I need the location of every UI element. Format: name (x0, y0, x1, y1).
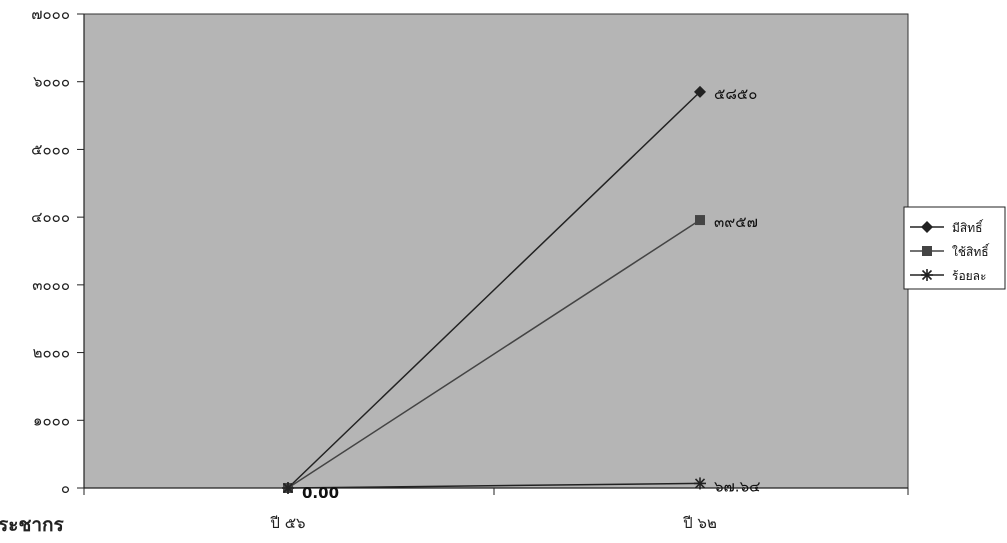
y-tick-label: ๓๐๐๐ (32, 276, 70, 294)
data-point-star (282, 482, 294, 494)
data-point-diamond (921, 221, 933, 233)
y-tick-label: ๒๐๐๐ (33, 344, 70, 362)
footer-text: ประชากร (0, 514, 64, 536)
data-label: ๕๘๕๐ (714, 85, 757, 103)
legend-label: ใช้สิทธิ์ (952, 243, 990, 259)
y-tick-label: ๑๐๐๐ (33, 411, 70, 429)
y-tick-label: ๐ (61, 479, 70, 497)
data-label: ๓๙๕๗ (714, 213, 758, 231)
data-point-square (922, 246, 932, 256)
data-point-star (921, 269, 933, 281)
series-line (287, 91, 701, 489)
plot-background (83, 13, 909, 489)
legend-label: ร้อยละ (952, 269, 986, 283)
legend-item: มีสิทธิ์ (910, 219, 984, 235)
series-line (287, 482, 701, 489)
star-stroke (694, 478, 706, 489)
plot-area (83, 13, 909, 489)
x-tick-label: ปี ๖๒ (682, 514, 717, 532)
data-point-star (694, 477, 706, 490)
legend-item: ใช้สิทธิ์ (910, 243, 990, 259)
data-label: ๖๗.๖๔ (714, 477, 760, 495)
legend: มีสิทธิ์ใช้สิทธิ์ร้อยละ (903, 206, 1006, 290)
legend-label: มีสิทธิ์ (952, 219, 984, 235)
y-tick-label: ๗๐๐๐ (31, 5, 70, 23)
y-tick-label: ๖๐๐๐ (33, 73, 70, 91)
x-tick-label: ปี ๕๖ (269, 514, 305, 532)
series-line (287, 219, 701, 489)
series-group (282, 85, 706, 494)
data-point-diamond (694, 85, 706, 98)
star-stroke (282, 482, 294, 494)
y-tick-label: ๕๐๐๐ (31, 140, 70, 158)
data-label: 0.00 (302, 484, 339, 502)
star-stroke (921, 269, 933, 281)
data-point-square (695, 215, 705, 226)
y-tick-label: ๔๐๐๐ (31, 208, 70, 226)
legend-item: ร้อยละ (910, 269, 986, 283)
